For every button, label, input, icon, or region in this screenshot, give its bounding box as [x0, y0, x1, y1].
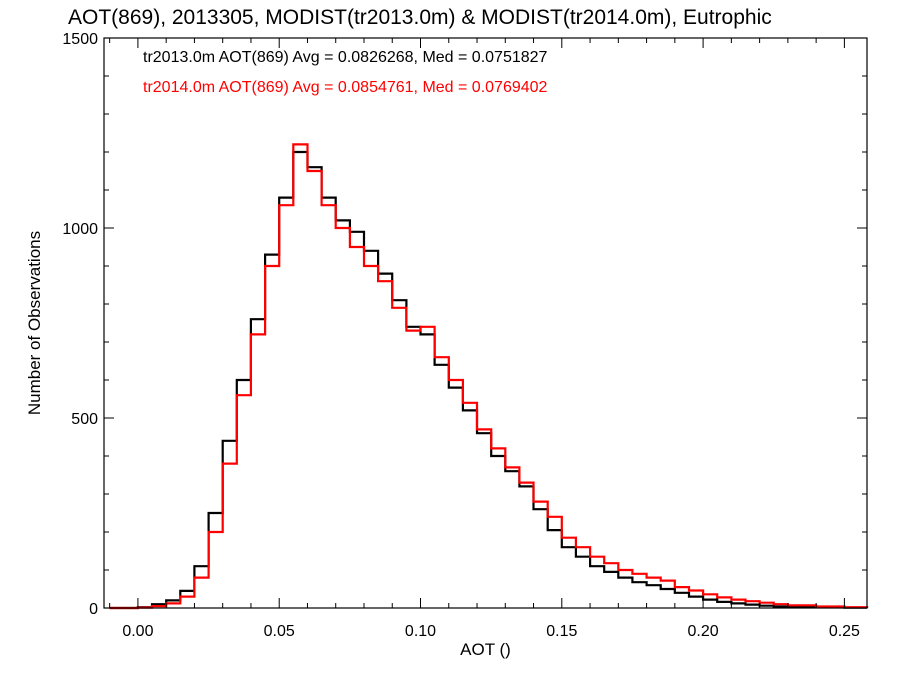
- x-tick-label: 0.05: [264, 623, 295, 640]
- x-tick-label: 0.10: [405, 623, 436, 640]
- x-tick-label: 0.20: [688, 623, 719, 640]
- series-layer: [109, 143, 869, 610]
- y-axis: 0 500 1000 1500: [62, 31, 867, 618]
- series-line-tr2014-0m: [109, 143, 869, 610]
- legend-entry-tr2014: tr2014.0m AOT(869) Avg = 0.0854761, Med …: [143, 79, 548, 96]
- legend-entry-tr2013: tr2013.0m AOT(869) Avg = 0.0826268, Med …: [143, 49, 548, 66]
- x-axis-label: AOT (): [460, 640, 511, 659]
- x-tick-label: 0.00: [122, 623, 153, 640]
- y-tick-label: 500: [71, 411, 98, 428]
- y-tick-label: 1500: [62, 31, 98, 48]
- y-tick-label: 1000: [62, 221, 98, 238]
- x-tick-label: 0.15: [546, 623, 577, 640]
- plot-frame: [103, 37, 868, 609]
- series-line-tr2013-0m: [109, 150, 869, 610]
- chart-title: AOT(869), 2013305, MODIST(tr2013.0m) & M…: [68, 6, 772, 29]
- x-axis: 0.00 0.05 0.10 0.15 0.20 0.25: [109, 38, 860, 640]
- y-axis-label: Number of Observations: [25, 231, 44, 415]
- y-tick-label: 0: [89, 601, 98, 618]
- x-tick-label: 0.25: [829, 623, 860, 640]
